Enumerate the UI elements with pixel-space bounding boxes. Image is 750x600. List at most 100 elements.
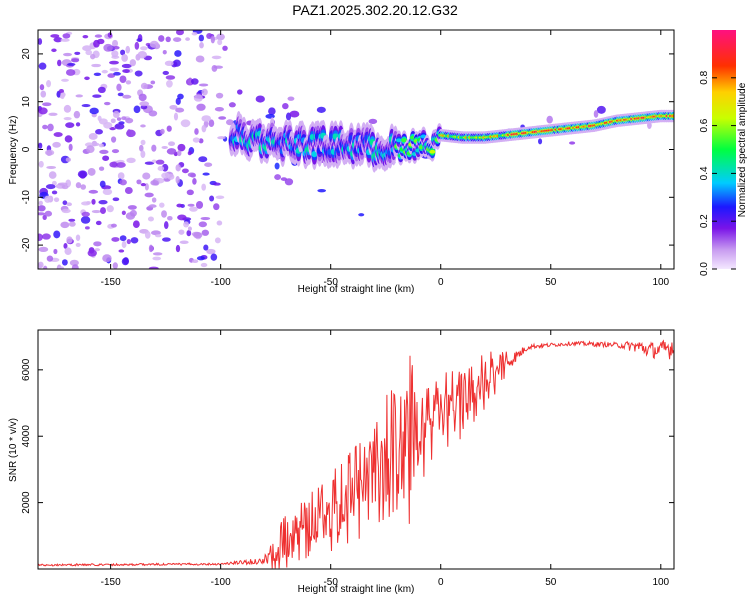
spectrogram-cell (38, 142, 43, 149)
spectrogram-cell (274, 174, 281, 181)
x-tick-label: 50 (545, 277, 557, 288)
spectrogram-cell (47, 123, 54, 132)
spectrogram-cell (125, 45, 131, 54)
spectrogram-cell (82, 45, 92, 52)
spectrogram-cell (187, 77, 193, 86)
spectrogram-cell (93, 72, 102, 77)
spectrogram-cell (88, 189, 99, 194)
spectrogram-cell (140, 150, 146, 159)
spectrogram-cell (42, 102, 52, 107)
spectrogram-cell (148, 244, 154, 253)
spectrogram-cell (358, 213, 365, 217)
spectrogram-cell (121, 63, 132, 69)
spectrogram-cell (214, 237, 221, 244)
spectrogram-cell (119, 179, 127, 186)
spectrogram-cell (149, 40, 159, 48)
spectrogram-cell (71, 58, 80, 63)
spectrogram-cell (38, 212, 46, 216)
spectrogram-ridge-cell (395, 138, 402, 143)
spectrogram-cell (158, 35, 165, 42)
spectrogram-cell (183, 221, 190, 228)
spectrogram-cell (98, 200, 108, 205)
spectrogram-cell (116, 83, 122, 92)
spectrogram-cell (38, 107, 48, 115)
spectrogram-cell (106, 205, 114, 213)
spectrogram-cell (51, 180, 57, 186)
spectrogram-cell (134, 41, 140, 50)
spectrogram-cell (140, 46, 148, 51)
snr-panel: -150 -100 -50 0 50 100 2000 4000 6000 Height of… (8, 329, 675, 595)
spectrogram-cell (316, 106, 326, 113)
spectrogram-cell (196, 256, 205, 261)
spectrogram-cell (129, 59, 137, 67)
spectrogram-cell (117, 172, 125, 180)
spectrogram-ridge-cell (401, 138, 408, 143)
spectrogram-cell (162, 237, 171, 242)
spectrogram-cell (63, 52, 72, 57)
spectrogram-cell (51, 190, 58, 195)
spectrogram-cell (187, 150, 192, 156)
spectrogram-cell (94, 248, 101, 252)
x-tick-label: -50 (323, 277, 338, 288)
spectrogram-cell (175, 244, 181, 253)
spectrogram-cell (133, 105, 141, 114)
spectrogram-cell (97, 115, 102, 122)
spectrogram-cell (147, 216, 154, 222)
spectrogram-cell (61, 259, 68, 266)
colorbar-tick-label: 0.4 (699, 166, 710, 180)
spectrogram-cell (109, 127, 116, 131)
spectrogram-cell (177, 214, 187, 221)
spectrogram-cell (44, 210, 53, 217)
spectrogram-cell (209, 195, 215, 202)
y-tick-label: 4000 (21, 425, 32, 448)
spectrogram-cell (126, 157, 136, 164)
spectrogram-cell (46, 80, 52, 88)
spectrogram-cell (77, 170, 88, 178)
spectrogram-cell (317, 188, 327, 193)
x-tick-label: 0 (438, 577, 444, 588)
spectrogram-cell (66, 236, 73, 244)
spectrogram-cell (173, 112, 179, 121)
spectrogram-cell (546, 115, 553, 124)
spectrogram-cell (177, 143, 186, 152)
spectrogram-cell (127, 205, 137, 210)
spectrogram-cell (75, 122, 81, 127)
spectrogram-cell (60, 221, 70, 229)
spectrogram-cell (195, 200, 204, 209)
spectrogram-cell (148, 110, 158, 117)
spectrogram-cell (89, 107, 99, 115)
spectrogram-cell (268, 107, 276, 116)
spectrogram-cell (122, 69, 130, 73)
spectrogram-cell (178, 229, 185, 235)
spectrogram-cell (593, 110, 599, 118)
spectrogram-cell (175, 175, 180, 184)
colorbar-tick-label: 0.6 (699, 118, 710, 132)
spectrogram-cell (84, 76, 90, 81)
spectrogram-cell (191, 31, 198, 36)
spectrogram-cell (98, 166, 105, 171)
spectrogram-cell (152, 252, 163, 256)
spectrogram-cell (45, 184, 56, 190)
spectrogram-cell (175, 107, 185, 113)
spectrogram-cell (150, 179, 159, 186)
spectrogram-cell (139, 101, 150, 107)
spectrogram-cell (93, 241, 102, 247)
spectrogram-cell (61, 78, 69, 82)
spectrogram-cell (174, 50, 182, 57)
spectrogram-cell (112, 262, 118, 269)
spectrogram-cell (118, 249, 125, 253)
spectrogram-cell (200, 262, 208, 268)
y-tick-label: 6000 (21, 358, 32, 381)
spectrogram-cell (117, 92, 124, 97)
spectrogram-cell (216, 33, 225, 41)
spectrogram-cell (62, 200, 68, 206)
spectrogram-cell (74, 51, 81, 56)
spectrogram-cell (119, 235, 127, 242)
spectrogram-cell (164, 60, 174, 66)
spectrogram-cell (201, 124, 207, 133)
spectrogram-x-axis: -150 -100 -50 0 50 100 (101, 30, 670, 288)
spectrogram-cell (109, 60, 119, 65)
spectrogram-cell (191, 78, 199, 85)
spectrogram-cell (265, 113, 275, 119)
spectrogram-cell (97, 38, 105, 45)
